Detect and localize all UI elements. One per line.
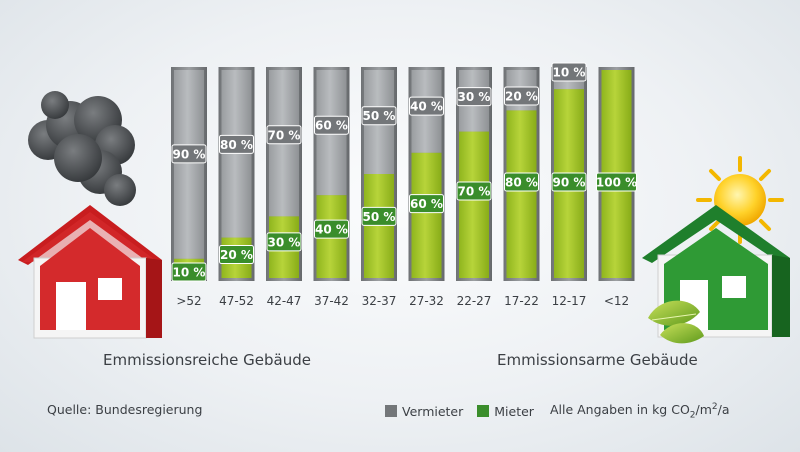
label-mieter-8-bg [551, 172, 587, 192]
label-mieter-5: 60 % [409, 194, 444, 214]
label-mieter-6: 70 % [456, 181, 492, 201]
label-mieter-4-bg [361, 206, 397, 226]
label-mieter-2-text: 30 % [268, 235, 301, 249]
label-mieter-7: 80 % [504, 172, 539, 192]
bar-vermieter-0 [174, 70, 204, 259]
label-vermieter-4-text: 50 % [363, 109, 396, 123]
smoke-cloud-icon [28, 91, 136, 206]
label-vermieter-6: 30 % [456, 87, 492, 107]
caption-emission-low: Emmissionsarme Gebäude [497, 351, 698, 369]
legend-label-vermieter: Vermieter [402, 403, 464, 419]
label-vermieter-3-bg [314, 115, 349, 135]
label-vermieter-7: 20 % [504, 86, 539, 106]
tick-labels-layer: >52 47-52 42-47 37-42 32-37 27-32 22-27 17-22 12… [176, 294, 629, 308]
label-vermieter-2: 70 % [266, 125, 302, 145]
label-vermieter-0: 90 % [171, 144, 207, 164]
label-vermieter-6-bg [456, 87, 492, 107]
caption-emission-rich: Emmissionsreiche Gebäude [103, 351, 311, 369]
label-vermieter-8-bg [551, 62, 587, 82]
units-prefix: Alle Angaben in kg CO [549, 402, 690, 418]
tick-label-9: <12 [604, 294, 629, 308]
label-vermieter-8-text: 10 % [553, 66, 586, 80]
label-mieter-1: 20 % [219, 245, 254, 265]
label-vermieter-5: 40 % [409, 96, 444, 116]
tick-label-0: >52 [176, 294, 201, 308]
label-vermieter-0-bg [171, 144, 207, 164]
label-vermieter-0-text: 90 % [173, 147, 206, 161]
label-mieter-6-bg [456, 181, 492, 201]
label-vermieter-2-text: 70 % [268, 128, 301, 142]
units-note: Alle Angaben in kg CO2/m2/a [550, 402, 730, 421]
label-mieter-4-text: 50 % [363, 210, 396, 224]
label-vermieter-3: 60 % [314, 115, 349, 135]
label-mieter-3-text: 40 % [315, 223, 348, 237]
tick-label-6: 22-27 [457, 294, 492, 308]
label-mieter-6-text: 70 % [458, 184, 491, 198]
tick-label-5: 27-32 [409, 294, 444, 308]
label-vermieter-7-text: 20 % [505, 90, 538, 104]
bar-mieter-4 [364, 174, 394, 278]
tick-label-4: 32-37 [362, 294, 397, 308]
legend-label-mieter: Mieter [494, 403, 534, 419]
label-vermieter-8: 10 % [551, 62, 587, 82]
tick-label-7: 17-22 [504, 294, 539, 308]
units-sub: 2 [689, 410, 696, 421]
tick-label-1: 47-52 [219, 294, 254, 308]
label-vermieter-1: 80 % [219, 134, 254, 154]
label-mieter-1-text: 20 % [220, 248, 253, 262]
legend-swatch-vermieter [385, 405, 397, 418]
legend: Vermieter Mieter Alle Angaben in kg CO2/… [385, 402, 730, 421]
leaves-icon [648, 300, 704, 344]
label-vermieter-1-text: 80 % [220, 138, 253, 152]
label-mieter-9-text: 100 % [596, 176, 637, 190]
label-mieter-1-bg [219, 245, 254, 265]
label-mieter-7-text: 80 % [505, 176, 538, 190]
label-vermieter-6-text: 30 % [458, 90, 491, 104]
units-sup: 2 [711, 402, 718, 412]
bar-mieter-6 [459, 131, 489, 278]
label-vermieter-7-bg [504, 86, 539, 106]
label-vermieter-2-bg [266, 125, 302, 145]
label-mieter-9-bg [596, 172, 637, 192]
label-mieter-5-text: 60 % [410, 197, 443, 211]
units-mid: /m [695, 402, 712, 418]
label-mieter-9: 100 % [596, 172, 637, 192]
red-house-icon [18, 205, 162, 339]
units-suffix: /a [717, 402, 730, 418]
legend-swatch-mieter [477, 405, 490, 418]
label-mieter-0: 10 % [171, 262, 207, 282]
label-mieter-8: 90 % [551, 172, 587, 192]
label-mieter-8-text: 90 % [553, 176, 586, 190]
bar-mieter-5 [411, 152, 442, 278]
tick-label-3: 37-42 [314, 294, 349, 308]
label-vermieter-5-bg [409, 96, 444, 116]
label-mieter-3-bg [314, 219, 349, 239]
label-vermieter-5-text: 40 % [410, 100, 443, 114]
labels-layer: 10 % 90 % 20 % 80 % 30 % 70 % 40 % 60 % 50 % 50 %… [171, 62, 637, 282]
label-mieter-4: 50 % [361, 206, 397, 226]
label-mieter-2-bg [266, 232, 302, 252]
tick-label-8: 12-17 [552, 294, 587, 308]
source-note: Quelle: Bundesregierung [47, 402, 203, 417]
label-mieter-0-bg [171, 262, 207, 282]
label-vermieter-4: 50 % [361, 106, 397, 126]
bar-mieter-7 [506, 110, 537, 279]
label-mieter-7-bg [504, 172, 539, 192]
label-vermieter-3-text: 60 % [315, 119, 348, 133]
label-mieter-3: 40 % [314, 219, 349, 239]
label-mieter-2: 30 % [266, 232, 302, 252]
label-mieter-0-text: 10 % [173, 266, 206, 280]
label-vermieter-1-bg [219, 134, 254, 154]
label-vermieter-4-bg [361, 106, 397, 126]
tick-label-2: 42-47 [267, 294, 302, 308]
label-mieter-5-bg [409, 194, 444, 214]
